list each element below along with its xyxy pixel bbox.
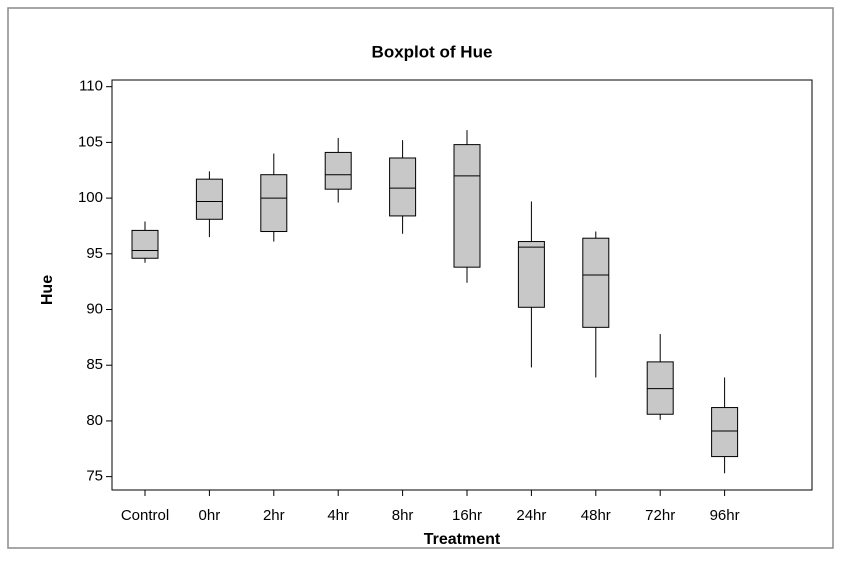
box: [389, 157, 417, 217]
x-tick-label: 0hr: [199, 507, 221, 524]
x-tick-label: 72hr: [645, 507, 675, 524]
x-tick-label: 8hr: [392, 507, 414, 524]
box: [582, 237, 610, 328]
y-tick-label: 110: [79, 78, 103, 95]
box: [646, 361, 674, 415]
x-tick-label: 2hr: [263, 507, 285, 524]
x-tick-label: 96hr: [710, 507, 740, 524]
y-tick-label: 100: [78, 189, 103, 206]
box: [131, 229, 159, 259]
y-tick-label: 90: [86, 300, 103, 317]
box: [195, 178, 223, 220]
plot-area: [111, 79, 813, 491]
x-tick-label: Control: [121, 507, 169, 524]
chart-title: Boxplot of Hue: [372, 42, 493, 61]
box: [324, 151, 352, 190]
box: [711, 407, 739, 458]
box: [453, 144, 481, 268]
x-tick-label: 4hr: [327, 507, 349, 524]
box: [517, 241, 545, 308]
x-tick-label: 16hr: [452, 507, 482, 524]
box: [260, 174, 288, 233]
x-tick-label: 24hr: [516, 507, 546, 524]
y-tick-label: 75: [86, 468, 103, 485]
frame: [7, 7, 834, 549]
y-axis-title: Hue: [39, 275, 56, 305]
y-tick-label: 85: [86, 356, 103, 373]
y-tick-label: 80: [86, 412, 103, 429]
y-tick-label: 105: [78, 133, 103, 150]
y-tick-label: 95: [86, 245, 103, 262]
x-tick-label: 48hr: [581, 507, 611, 524]
x-axis-title: Treatment: [424, 531, 501, 548]
